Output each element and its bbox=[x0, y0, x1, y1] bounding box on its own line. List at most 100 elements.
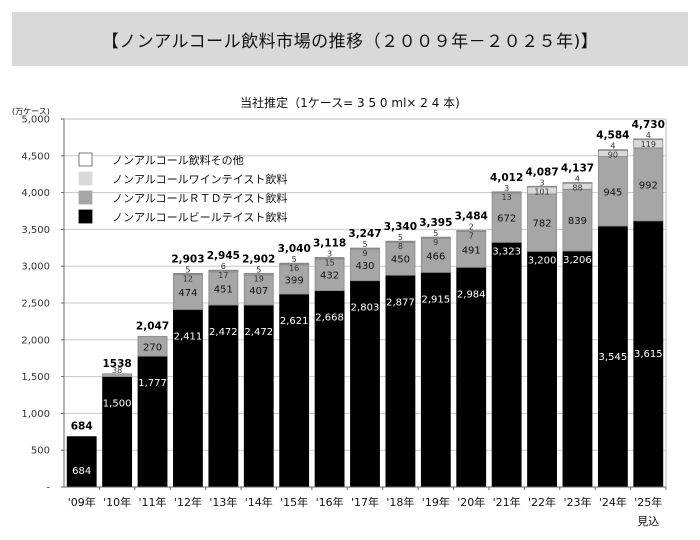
bar-segment-rtd bbox=[633, 147, 664, 222]
beer-value-label: 2,915 bbox=[422, 294, 451, 305]
x-tick-label: '20年 bbox=[457, 495, 485, 509]
total-label: 3,395 bbox=[419, 217, 452, 229]
bar-segment-beer bbox=[491, 242, 522, 488]
wine-value-label: 88 bbox=[572, 184, 582, 193]
bar-segment-beer bbox=[527, 251, 557, 488]
x-tick-note: 見込 bbox=[637, 515, 659, 528]
beer-value-label: 2,668 bbox=[315, 313, 344, 324]
total-label: 2,903 bbox=[171, 253, 204, 265]
bar-segment-beer bbox=[102, 376, 133, 488]
beer-value-label: 3,206 bbox=[563, 255, 592, 266]
rtd-value-label: 38 bbox=[112, 366, 122, 375]
other-value-label: 5 bbox=[362, 240, 367, 249]
y-tick-label: 3,000 bbox=[21, 262, 50, 273]
beer-value-label: 2,984 bbox=[457, 289, 486, 300]
y-tick-label: 5,000 bbox=[21, 115, 50, 126]
beer-value-label: 2,472 bbox=[209, 327, 238, 338]
bar-segment-rtd bbox=[420, 237, 451, 273]
x-tick-label: '24年 bbox=[599, 495, 627, 509]
other-value-label: 5 bbox=[398, 233, 403, 242]
title-band: 【ノンアルコール飲料市場の推移（２００９年－２０２５年)】 bbox=[12, 12, 688, 66]
bar-segment-beer bbox=[350, 280, 380, 488]
total-label: 4,730 bbox=[632, 119, 665, 131]
bar-segment-other bbox=[243, 272, 274, 275]
beer-value-label: 2,621 bbox=[280, 316, 309, 327]
data-labels: 6846841,5003815381,7772702,0472,41147412… bbox=[71, 119, 665, 477]
bar-segment-beer bbox=[314, 290, 345, 488]
bar-segment-rtd bbox=[491, 192, 522, 243]
total-label: 684 bbox=[71, 421, 93, 433]
beer-value-label: 3,615 bbox=[634, 349, 663, 360]
bar-segment-other bbox=[173, 273, 203, 275]
wine-value-label: 9 bbox=[362, 249, 367, 258]
bar-segment-other bbox=[208, 269, 239, 272]
other-value-label: 4 bbox=[646, 131, 651, 140]
rtd-value-label: 451 bbox=[214, 284, 233, 295]
bar-segment-other bbox=[491, 191, 522, 193]
other-value-label: 4 bbox=[610, 142, 615, 151]
bar-segment-other bbox=[527, 185, 557, 188]
bar-segment-beer bbox=[562, 250, 593, 488]
wine-value-label: 16 bbox=[289, 264, 299, 273]
bar-segment-beer bbox=[385, 274, 416, 488]
beer-value-label: 684 bbox=[72, 466, 91, 477]
wine-value-label: 19 bbox=[254, 274, 264, 283]
bar-segment-beer bbox=[66, 436, 97, 488]
y-tick-label: 4,500 bbox=[21, 151, 50, 162]
other-value-label: 2 bbox=[469, 223, 474, 232]
other-value-label: 3 bbox=[327, 250, 332, 259]
other-value-label: 6 bbox=[221, 262, 226, 271]
y-axis: - 500 1,000 1,500 2,000 2,500 3,000 3,500 4,000 4… bbox=[21, 115, 667, 494]
legend-swatch bbox=[78, 190, 93, 205]
bar-segment-beer bbox=[597, 225, 628, 488]
legend-swatch bbox=[78, 152, 93, 167]
wine-value-label: 119 bbox=[641, 140, 656, 149]
y-tick-label: 3,500 bbox=[21, 225, 50, 236]
y-tick-label: 4,000 bbox=[21, 188, 50, 199]
rtd-value-label: 432 bbox=[320, 271, 339, 282]
other-value-label: 4 bbox=[575, 175, 580, 184]
rtd-value-label: 474 bbox=[178, 288, 197, 299]
bar-segment-beer bbox=[456, 266, 487, 488]
x-tick-label: '17年 bbox=[351, 495, 379, 509]
rtd-value-label: 466 bbox=[426, 251, 445, 262]
x-tick-label: '19年 bbox=[422, 495, 450, 509]
wine-value-label: 17 bbox=[218, 271, 228, 280]
other-value-label: 3 bbox=[504, 184, 509, 193]
total-label: 3,247 bbox=[348, 228, 381, 240]
y-tick-label: 1,500 bbox=[21, 372, 50, 383]
legend-label: ノンアルコールビールテイスト飲料 bbox=[112, 210, 287, 224]
bar-segment-rtd bbox=[137, 335, 168, 357]
total-label: 3,340 bbox=[384, 221, 417, 233]
x-tick-label: '22年 bbox=[528, 495, 556, 509]
bar-segment-rtd bbox=[208, 271, 239, 306]
bar-segment-other bbox=[385, 240, 416, 243]
bar-segment-other bbox=[456, 230, 487, 232]
legend-swatch bbox=[78, 171, 93, 186]
total-label: 3,040 bbox=[278, 243, 311, 255]
bar-segment-other bbox=[279, 262, 310, 265]
x-tick-label: '21年 bbox=[493, 495, 521, 509]
bar-segment-beer bbox=[137, 355, 168, 488]
legend-label: ノンアルコールワインテイスト飲料 bbox=[112, 172, 287, 186]
y-tick-label: 500 bbox=[31, 446, 50, 457]
wine-value-label: 9 bbox=[433, 238, 438, 247]
total-label: 4,012 bbox=[490, 172, 523, 184]
other-value-label: 5 bbox=[185, 265, 190, 274]
legend-label: ノンアルコール飲料その他 bbox=[112, 153, 244, 167]
rtd-value-label: 399 bbox=[285, 275, 304, 286]
x-tick-label: '18年 bbox=[386, 495, 414, 509]
x-tick-label: '09年 bbox=[68, 495, 96, 509]
x-tick-label: '16年 bbox=[316, 495, 344, 509]
bars bbox=[66, 138, 664, 488]
y-tick-label: 1,000 bbox=[21, 409, 50, 420]
bar-segment-other bbox=[314, 257, 345, 259]
beer-value-label: 2,877 bbox=[386, 297, 415, 308]
rtd-value-label: 407 bbox=[249, 286, 268, 297]
total-label: 3,118 bbox=[313, 238, 346, 250]
total-label: 1538 bbox=[103, 358, 132, 370]
x-tick-label: '25年 bbox=[634, 495, 662, 509]
total-label: 4,584 bbox=[596, 130, 629, 142]
x-tick-label: '10年 bbox=[103, 495, 131, 509]
y-tick-label: 2,500 bbox=[21, 299, 50, 310]
